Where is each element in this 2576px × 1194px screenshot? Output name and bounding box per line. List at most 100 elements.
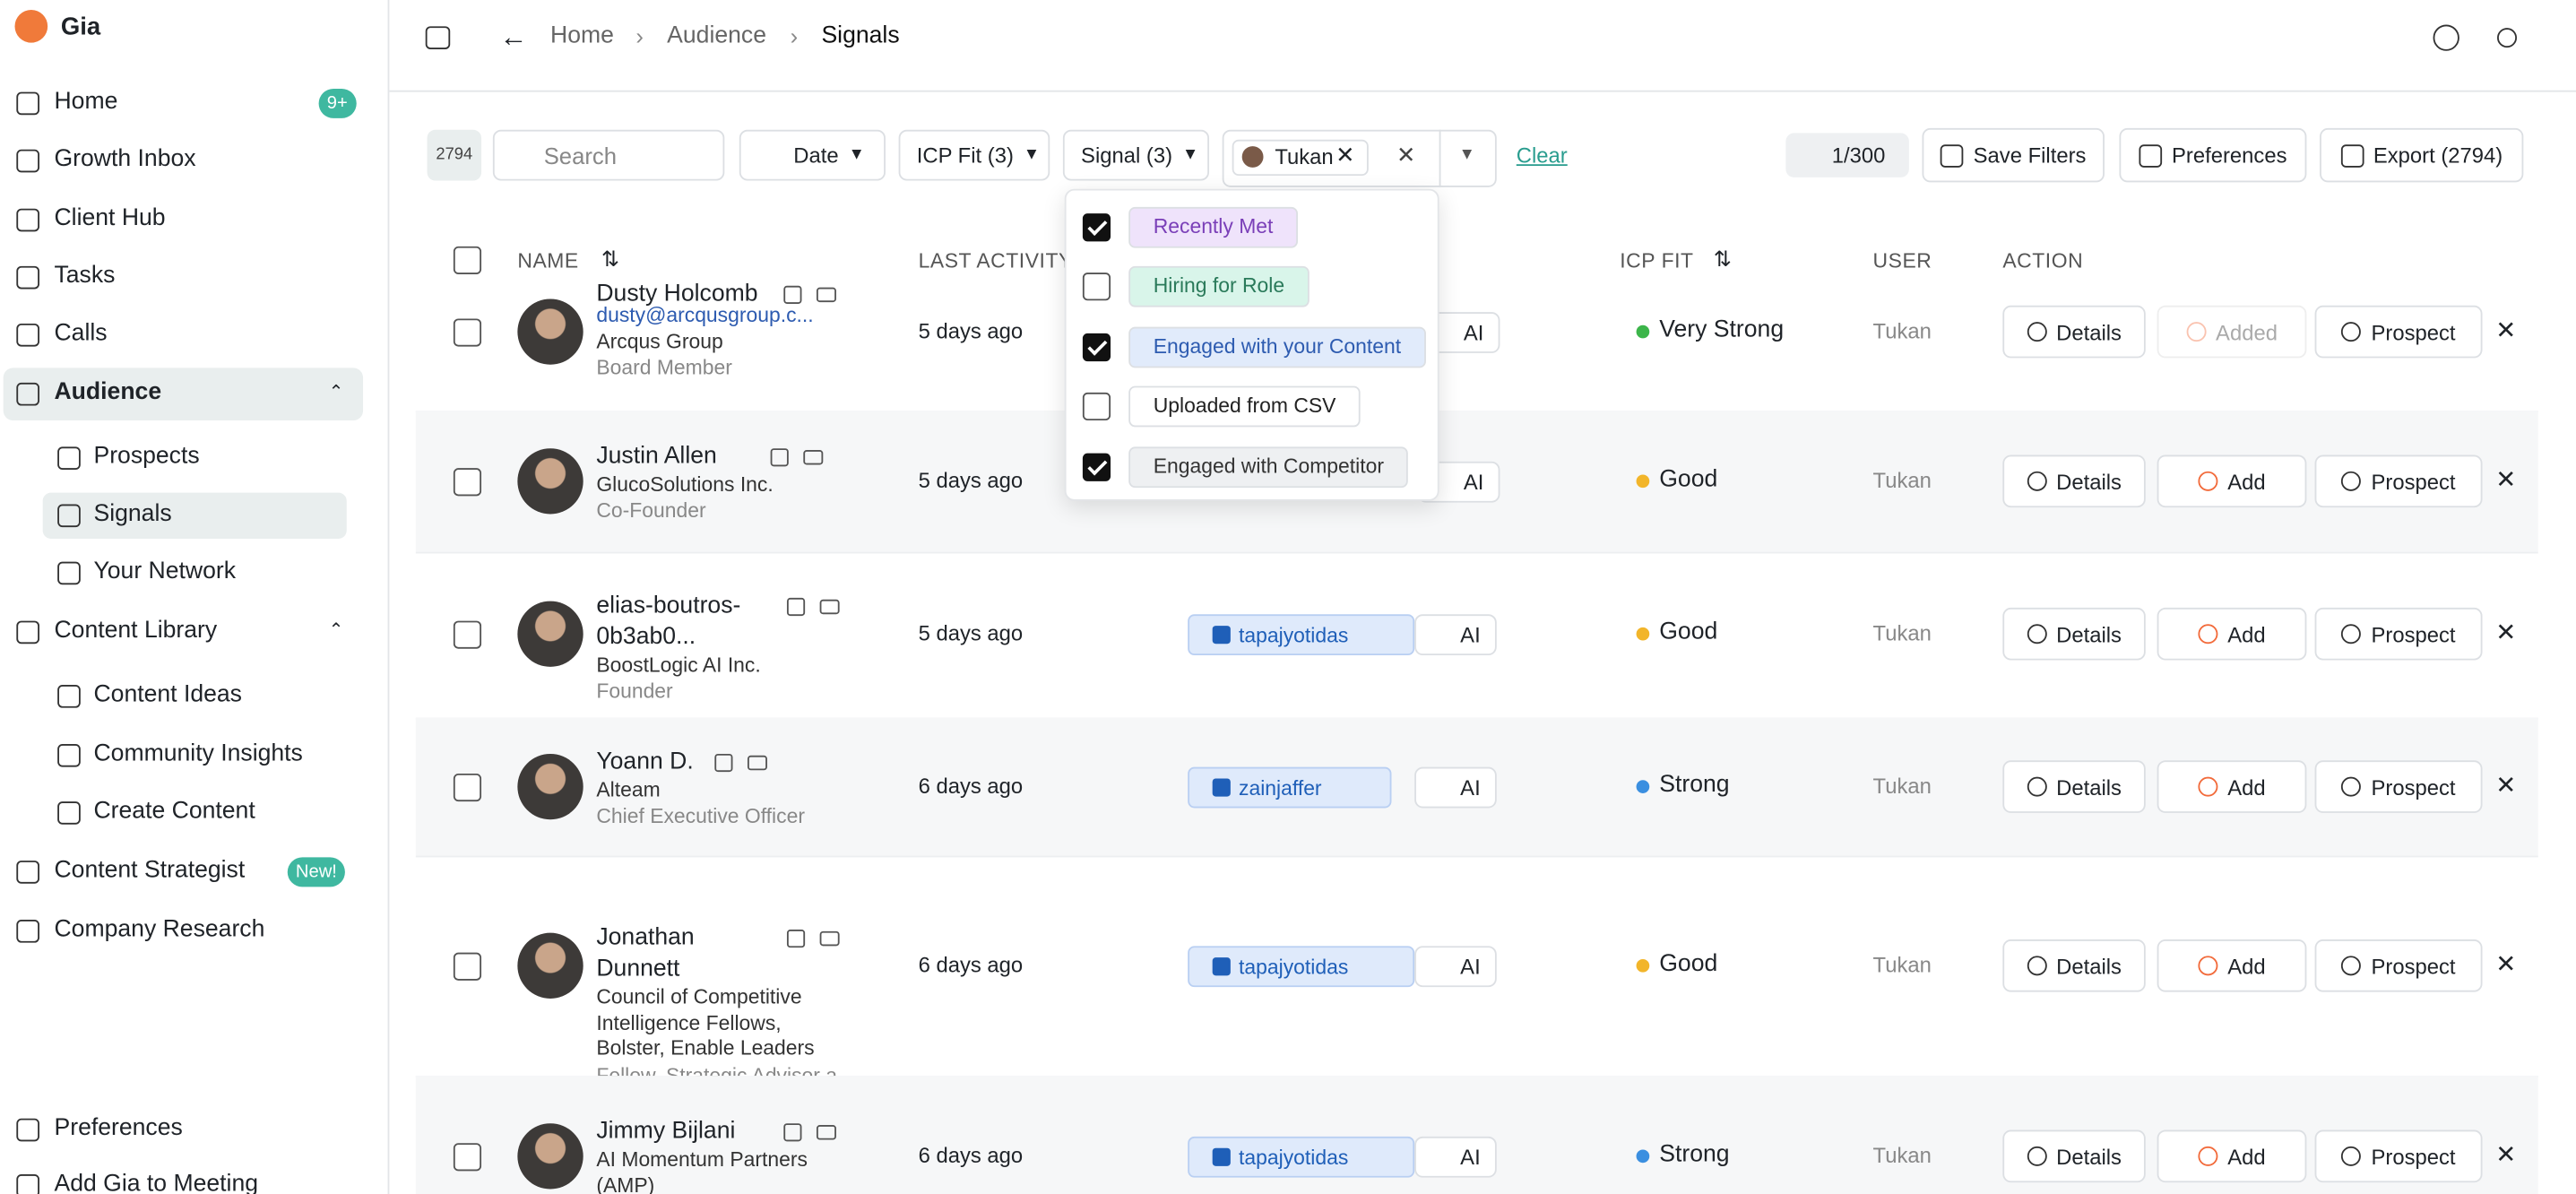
crm-button[interactable]: Add bbox=[2157, 454, 2307, 508]
email-icon[interactable] bbox=[819, 599, 840, 615]
contact-name[interactable]: Jimmy Bijlani bbox=[596, 1118, 736, 1146]
dismiss-button[interactable]: ✕ bbox=[2495, 466, 2517, 495]
nav-bottom-item[interactable]: Preferences bbox=[54, 1115, 183, 1142]
crm-button[interactable]: Add bbox=[2157, 1129, 2307, 1183]
save-filters[interactable]: Save Filters bbox=[1922, 127, 2105, 183]
signal-checkbox[interactable] bbox=[1082, 393, 1111, 421]
prospect-button[interactable]: Prospect bbox=[2314, 1129, 2483, 1183]
prospect-button[interactable]: Prospect bbox=[2314, 305, 2483, 359]
row-checkbox[interactable] bbox=[453, 1143, 482, 1172]
nav-item[interactable]: Audience bbox=[54, 378, 162, 405]
edit-icon[interactable] bbox=[786, 597, 806, 617]
signal-tag[interactable]: Hiring for Role bbox=[1128, 266, 1310, 308]
search-box[interactable] bbox=[492, 129, 725, 181]
nav-subitem[interactable]: Your Network bbox=[93, 558, 237, 585]
prospect-button[interactable]: Prospect bbox=[2314, 939, 2483, 992]
breadcrumb-item[interactable]: Audience bbox=[667, 22, 766, 49]
dismiss-button[interactable]: ✕ bbox=[2495, 950, 2517, 979]
details-button[interactable]: Details bbox=[2002, 1129, 2146, 1183]
theme-toggle[interactable] bbox=[2497, 28, 2518, 48]
signal-checkbox[interactable] bbox=[1082, 273, 1111, 302]
prospect-button[interactable]: Prospect bbox=[2314, 760, 2483, 813]
signal-checkbox[interactable] bbox=[1082, 333, 1111, 361]
prospect-button[interactable]: Prospect bbox=[2314, 607, 2483, 661]
date-filter[interactable]: Date ▼ bbox=[739, 129, 886, 181]
signal-tag[interactable]: Engaged with Competitor bbox=[1128, 446, 1409, 488]
nav-item[interactable]: Client Hub bbox=[54, 204, 166, 231]
contact-name[interactable]: Justin Allen bbox=[596, 443, 717, 471]
email-icon[interactable] bbox=[802, 450, 823, 465]
select-all[interactable] bbox=[453, 246, 482, 274]
nav-subitem[interactable]: Prospects bbox=[93, 442, 200, 470]
contact-name[interactable]: Dusty Holcomb bbox=[596, 281, 758, 307]
signal-tag[interactable]: Recently Met bbox=[1128, 206, 1298, 248]
dismiss-button[interactable]: ✕ bbox=[2495, 619, 2517, 647]
nav-subitem[interactable]: Signals bbox=[93, 500, 172, 527]
edit-icon[interactable] bbox=[783, 285, 802, 304]
signal-checkbox[interactable] bbox=[1082, 452, 1111, 481]
details-button[interactable]: Details bbox=[2002, 607, 2146, 661]
prospect-button[interactable]: Prospect bbox=[2314, 454, 2483, 508]
ai-button[interactable]: AI bbox=[1414, 946, 1497, 988]
clear-users[interactable]: ✕ bbox=[1396, 141, 1416, 168]
edit-icon[interactable] bbox=[769, 448, 789, 467]
nav-subitem[interactable]: Community Insights bbox=[93, 740, 303, 767]
email-icon[interactable] bbox=[816, 1125, 836, 1140]
crm-button[interactable]: Add bbox=[2157, 607, 2307, 661]
details-button[interactable]: Details bbox=[2002, 939, 2146, 992]
crm-button[interactable]: Add bbox=[2157, 760, 2307, 813]
contact-name[interactable]: Yoann D. bbox=[596, 748, 694, 775]
row-checkbox[interactable] bbox=[453, 620, 482, 649]
signal-tag[interactable]: Engaged with your Content bbox=[1128, 326, 1426, 368]
breadcrumb-item[interactable]: Home bbox=[550, 22, 614, 49]
chip-remove[interactable]: ✕ bbox=[1336, 141, 1355, 168]
dismiss-button[interactable]: ✕ bbox=[2495, 772, 2517, 800]
row-checkbox[interactable] bbox=[453, 468, 482, 497]
signal-tag[interactable]: Uploaded from CSV bbox=[1128, 385, 1361, 428]
ai-button[interactable]: AI bbox=[1414, 614, 1497, 656]
row-checkbox[interactable] bbox=[453, 952, 482, 981]
edit-icon[interactable] bbox=[786, 930, 806, 948]
email-icon[interactable] bbox=[816, 287, 836, 303]
contact-email[interactable]: dusty@arcqusgroup.c... bbox=[596, 303, 814, 327]
nav-subitem[interactable]: Create Content bbox=[93, 798, 255, 825]
user-chip[interactable] bbox=[1232, 139, 1369, 177]
contact-name[interactable]: elias-boutros-0b3ab0... bbox=[596, 593, 741, 651]
user-filter[interactable] bbox=[1222, 129, 1497, 187]
ai-button[interactable]: AI bbox=[1414, 766, 1497, 809]
back-button[interactable]: ← bbox=[499, 21, 528, 53]
ai-button[interactable]: AI bbox=[1414, 1136, 1497, 1178]
email-icon[interactable] bbox=[748, 755, 768, 771]
nav-bottom-item[interactable]: Add Gia to Meeting bbox=[54, 1171, 259, 1194]
preferences-button[interactable]: Preferences bbox=[2119, 127, 2307, 183]
nav-item[interactable]: Home bbox=[54, 88, 118, 116]
crm-button[interactable]: Add bbox=[2157, 939, 2307, 992]
nav-subitem[interactable]: Content Ideas bbox=[93, 682, 242, 709]
dismiss-button[interactable]: ✕ bbox=[2495, 316, 2517, 345]
email-icon[interactable] bbox=[819, 930, 840, 947]
nav-item[interactable]: Content Library bbox=[54, 618, 218, 645]
row-checkbox[interactable] bbox=[453, 773, 482, 802]
sidebar-toggle[interactable] bbox=[425, 26, 451, 49]
dismiss-button[interactable]: ✕ bbox=[2495, 1141, 2517, 1170]
icp-filter[interactable]: ICP Fit (3) ▼ bbox=[898, 129, 1050, 181]
linkedin-link[interactable]: tapajyotidas bbox=[1188, 614, 1415, 656]
row-checkbox[interactable] bbox=[453, 318, 482, 347]
help-button[interactable] bbox=[2433, 24, 2459, 51]
edit-icon[interactable] bbox=[783, 1123, 802, 1142]
export-button[interactable]: Export (2794) bbox=[2320, 127, 2524, 183]
nav-item[interactable]: Growth Inbox bbox=[54, 146, 196, 173]
nav-item[interactable]: Company Research bbox=[54, 915, 265, 942]
signal-filter[interactable]: Signal (3) ▼ bbox=[1062, 129, 1210, 181]
details-button[interactable]: Details bbox=[2002, 760, 2146, 813]
details-button[interactable]: Details bbox=[2002, 454, 2146, 508]
contact-name[interactable]: Jonathan Dunnett bbox=[596, 924, 695, 982]
clear-filters[interactable]: Clear bbox=[1516, 143, 1568, 168]
edit-icon[interactable] bbox=[715, 753, 734, 773]
linkedin-link[interactable]: tapajyotidas bbox=[1188, 1136, 1415, 1178]
linkedin-link[interactable]: zainjaffer bbox=[1188, 766, 1392, 809]
linkedin-link[interactable]: tapajyotidas bbox=[1188, 946, 1415, 988]
nav-item[interactable]: Content Strategist bbox=[54, 857, 246, 885]
details-button[interactable]: Details bbox=[2002, 305, 2146, 359]
nav-item[interactable]: Calls bbox=[54, 320, 108, 347]
